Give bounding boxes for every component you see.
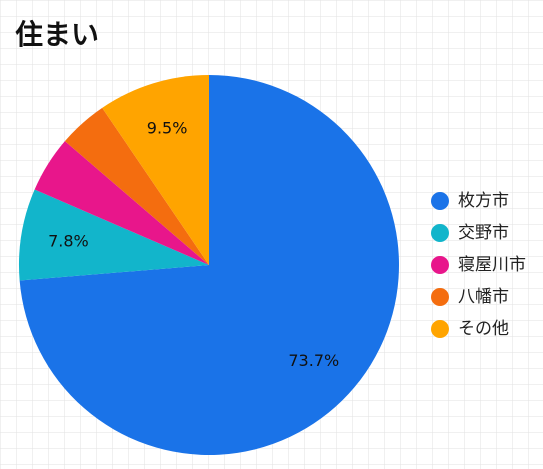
legend-label: 交野市 [458, 223, 509, 243]
legend-marker [431, 224, 449, 242]
pie-slice [19, 75, 400, 456]
data-label: 9.5% [147, 118, 188, 137]
legend-marker [431, 256, 449, 274]
data-label: 73.7% [288, 351, 339, 370]
pie-slice [19, 189, 210, 281]
pie-slice [34, 141, 210, 265]
pie-slice [64, 107, 209, 265]
legend-label: 寝屋川市 [458, 254, 526, 275]
data-label: 7.8% [48, 231, 89, 250]
legend-label: 八幡市 [458, 287, 509, 307]
legend-marker [431, 192, 449, 210]
legend-marker [431, 288, 449, 306]
legend-label: その他 [458, 319, 509, 339]
legend-marker [431, 320, 449, 338]
legend-label: 枚方市 [458, 191, 509, 211]
chart-title: 住まい [15, 18, 99, 51]
pie-slice [102, 75, 209, 265]
